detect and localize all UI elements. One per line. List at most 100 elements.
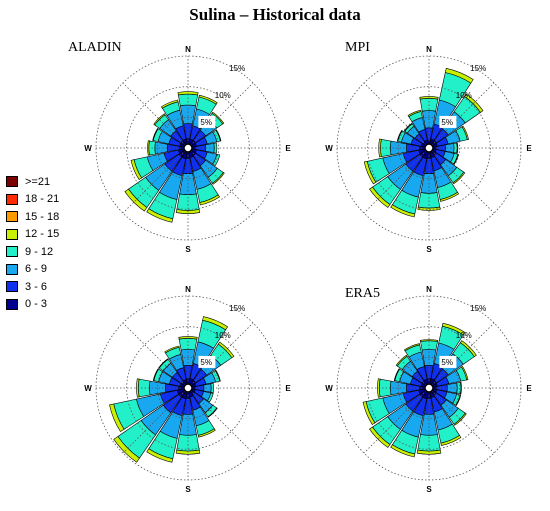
windrose-sector-segment	[197, 428, 216, 438]
grid-spoke	[187, 387, 254, 454]
ring-label: 10%	[456, 91, 472, 100]
ring-label: 15%	[470, 304, 486, 313]
windrose-sector-segment	[403, 343, 421, 352]
ring-label: 5%	[441, 118, 453, 127]
windrose-sector-segment	[403, 122, 413, 132]
windrose-sector-segment	[446, 382, 458, 394]
windrose-sector-segment	[390, 204, 416, 218]
legend-item: 15 - 18	[6, 208, 66, 226]
grid-ring	[126, 326, 250, 450]
direction-label-n: N	[426, 285, 432, 294]
legend-label: 9 - 12	[25, 245, 54, 258]
ring-label-box	[439, 355, 457, 368]
legend-swatch	[6, 246, 18, 258]
windrose-sector-segment	[177, 91, 199, 96]
windrose-sector-segment	[179, 104, 197, 125]
grid-spoke	[428, 387, 495, 454]
windrose-sector-segment	[177, 93, 199, 107]
direction-label-s: S	[185, 245, 191, 254]
windrose-sector-segment	[113, 436, 140, 463]
ring-label: 10%	[456, 331, 472, 340]
ring-label: 10%	[215, 331, 231, 340]
panel-label-era5: ERA5	[345, 286, 380, 301]
windrose-sector-segment	[152, 127, 159, 141]
direction-label-e: E	[285, 384, 291, 393]
legend-swatch	[6, 176, 18, 188]
grid-spoke	[187, 82, 254, 149]
ring-label-box	[198, 115, 216, 128]
legend-label: 0 - 3	[25, 298, 48, 311]
direction-label-n: N	[426, 45, 432, 54]
panel-label-aladin: ALADIN	[68, 40, 122, 55]
windrose-sector-segment	[213, 142, 218, 154]
windrose-sector-segment	[459, 340, 477, 358]
legend-label: 18 - 21	[25, 193, 60, 206]
windrose-center	[424, 383, 434, 393]
legend-item: 9 - 12	[6, 243, 66, 261]
grid-ring	[397, 116, 461, 180]
grid-spoke	[428, 322, 495, 389]
windrose-sector-segment	[439, 191, 460, 202]
panel-label-mpi: MPI	[345, 40, 370, 55]
windrose-sector-segment	[210, 383, 215, 393]
grid-ring	[156, 356, 220, 420]
ring-label-box	[198, 355, 216, 368]
legend-swatch	[6, 298, 18, 310]
windrose-sector-segment	[419, 339, 439, 342]
direction-label-e: E	[526, 144, 532, 153]
windrose-sector-segment	[207, 392, 214, 403]
direction-label-s: S	[185, 485, 191, 494]
grid-spoke	[363, 82, 430, 149]
windrose-sector-segment	[202, 316, 229, 331]
windrose-sector-segment	[146, 208, 174, 223]
grid-spoke	[428, 147, 495, 214]
ring-label: 15%	[229, 64, 245, 73]
grid-spoke	[363, 147, 430, 214]
direction-label-w: W	[325, 144, 333, 153]
windrose-center	[424, 143, 434, 153]
legend-swatch	[6, 193, 18, 205]
windrose-sector-segment	[440, 434, 462, 446]
grid-spoke	[122, 82, 189, 149]
windrose-sector-segment	[146, 448, 174, 463]
legend-swatch	[6, 263, 18, 275]
windrose-sector-segment	[396, 129, 403, 142]
ring-label: 10%	[215, 91, 231, 100]
grid-spoke	[428, 82, 495, 149]
grid-spoke	[363, 387, 430, 454]
grid-spoke	[122, 387, 189, 454]
legend-item: 0 - 3	[6, 296, 66, 314]
windrose-sector-segment	[453, 153, 459, 165]
windrose-sector-segment	[363, 160, 377, 185]
legend-label: 3 - 6	[25, 280, 48, 293]
legend-item: 6 - 9	[6, 261, 66, 279]
windrose-sector-segment	[212, 153, 221, 167]
direction-label-w: W	[84, 384, 92, 393]
grid-spoke	[187, 147, 254, 214]
windrose-sector-segment	[455, 394, 462, 407]
windrose-sector-segment	[164, 345, 180, 354]
windrose-sector-segment	[369, 186, 391, 208]
windrose-sector-segment	[160, 99, 179, 109]
grid-spoke	[122, 322, 189, 389]
windrose-sector-segment	[362, 401, 376, 426]
windrose-sector-segment	[214, 369, 221, 382]
windrose-era5: 5% 10% 15% N E S W	[325, 285, 532, 494]
windrose-sector-segment	[441, 322, 466, 336]
windrose-sector-segment	[393, 368, 401, 381]
windrose-aladin: 5% 10% 15% N E S W	[84, 45, 291, 254]
legend-swatch	[6, 211, 18, 223]
direction-label-w: W	[84, 144, 92, 153]
grid-ring	[126, 86, 250, 210]
legend-swatch	[6, 228, 18, 240]
legend-item: 18 - 21	[6, 191, 66, 209]
legend-label: 15 - 18	[25, 210, 60, 223]
direction-label-n: N	[185, 45, 191, 54]
grid-ring	[367, 326, 491, 450]
windrose-sector-segment	[207, 407, 218, 418]
windrose-center	[183, 143, 193, 153]
windrose-sector-segment	[369, 426, 391, 448]
legend-label: 12 - 15	[25, 228, 60, 241]
grid-ring	[156, 116, 220, 180]
windrose-mpi: 5% 10% 15% N E S W	[325, 45, 532, 254]
